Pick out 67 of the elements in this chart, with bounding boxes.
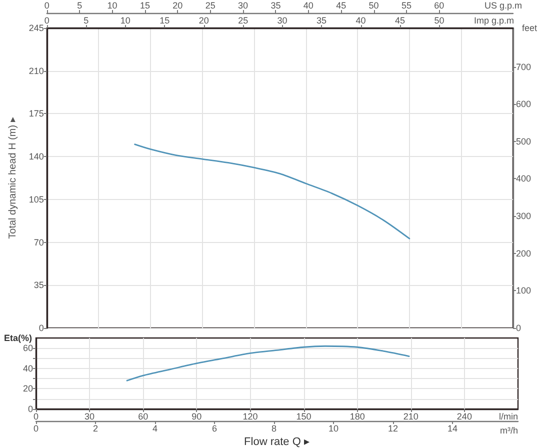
y2-tick-label: 600	[516, 99, 532, 110]
y-axis-title: Eta(%)	[4, 333, 32, 343]
x2-tick-label: 10	[328, 424, 339, 434]
x2-tick-label: 45	[336, 0, 346, 10]
y-axis-title: Total dynamic head H (m) ▸	[8, 117, 18, 239]
x-tick-label: 5	[84, 16, 89, 26]
y-tick-label: 20	[22, 384, 33, 394]
x2-tick-label: 60	[434, 0, 444, 10]
x2-tick-label: 10	[107, 0, 118, 10]
x2-tick-label: 30	[238, 0, 248, 10]
x-tick-label: 90	[192, 412, 202, 422]
x2-tick-label: 25	[205, 0, 216, 10]
y-tick-label: 40	[22, 363, 33, 374]
x-tick-label: 35	[316, 16, 327, 26]
x2-tick-label: 2	[93, 424, 98, 434]
y2-tick-label: 0	[516, 323, 522, 333]
x-axis-title: l/min	[498, 412, 518, 422]
x-tick-label: 45	[394, 16, 406, 26]
x-tick-label: 20	[198, 16, 209, 26]
x-tick-label: 40	[356, 16, 366, 26]
x2-tick-label: 40	[303, 0, 314, 10]
x2-tick-label: 55	[401, 0, 412, 10]
x2-tick-label: 12	[388, 424, 398, 434]
y2-tick-label: 400	[516, 174, 532, 184]
x-tick-label: 180	[350, 412, 365, 422]
x2-tick-label: 4	[152, 424, 158, 434]
y-tick-label: 105	[28, 194, 44, 204]
line-series	[134, 144, 410, 240]
y2-tick-label: 700	[516, 62, 532, 72]
y2-axis-title: feet	[522, 23, 538, 33]
x2-tick-label: 15	[140, 0, 150, 10]
x2-tick-label: 14	[448, 424, 458, 434]
x2-tick-label: 35	[270, 0, 281, 10]
x-tick-label: 50	[434, 16, 444, 26]
x-tick-label: 30	[277, 16, 288, 26]
x-tick-label: 240	[456, 412, 472, 422]
x-tick-label: 15	[160, 16, 170, 26]
y-tick-label: 70	[34, 237, 44, 248]
x-tick-label: 120	[242, 412, 258, 422]
x-tick-label: 150	[296, 412, 312, 422]
x-tick-label: 210	[403, 412, 418, 422]
y2-tick-label: 200	[516, 248, 532, 258]
text: Flow rate Q ▸	[244, 436, 310, 448]
x2-tick-label: 5	[77, 0, 82, 10]
y-tick-label: 210	[28, 66, 44, 76]
y-tick-label: 175	[28, 108, 44, 119]
y-tick-label: 60	[22, 343, 33, 354]
x2-tick-label: 6	[212, 424, 218, 434]
x2-tick-label: 50	[368, 0, 379, 10]
y2-tick-label: 300	[516, 211, 532, 222]
x2-axis-title: US g.p.m	[484, 0, 522, 10]
x2-axis-title: m³/h	[500, 426, 518, 436]
y-tick-label: 245	[28, 23, 44, 33]
y-tick-label: 0	[28, 404, 33, 414]
x-axis-title: Imp g.p.m	[474, 16, 514, 26]
y-tick-label: 35	[34, 280, 44, 290]
x-tick-label: 30	[84, 412, 95, 422]
x-tick-label: 60	[138, 412, 148, 422]
y-tick-label: 0	[38, 323, 44, 333]
x-tick-label: 10	[120, 16, 130, 26]
y2-tick-label: 100	[516, 286, 532, 296]
y2-tick-label: 500	[516, 136, 532, 146]
line-series	[126, 345, 410, 382]
y-tick-label: 140	[28, 152, 44, 162]
x-tick-label: 25	[238, 16, 248, 26]
x2-tick-label: 20	[172, 0, 183, 10]
x2-tick-label: 8	[272, 424, 277, 434]
